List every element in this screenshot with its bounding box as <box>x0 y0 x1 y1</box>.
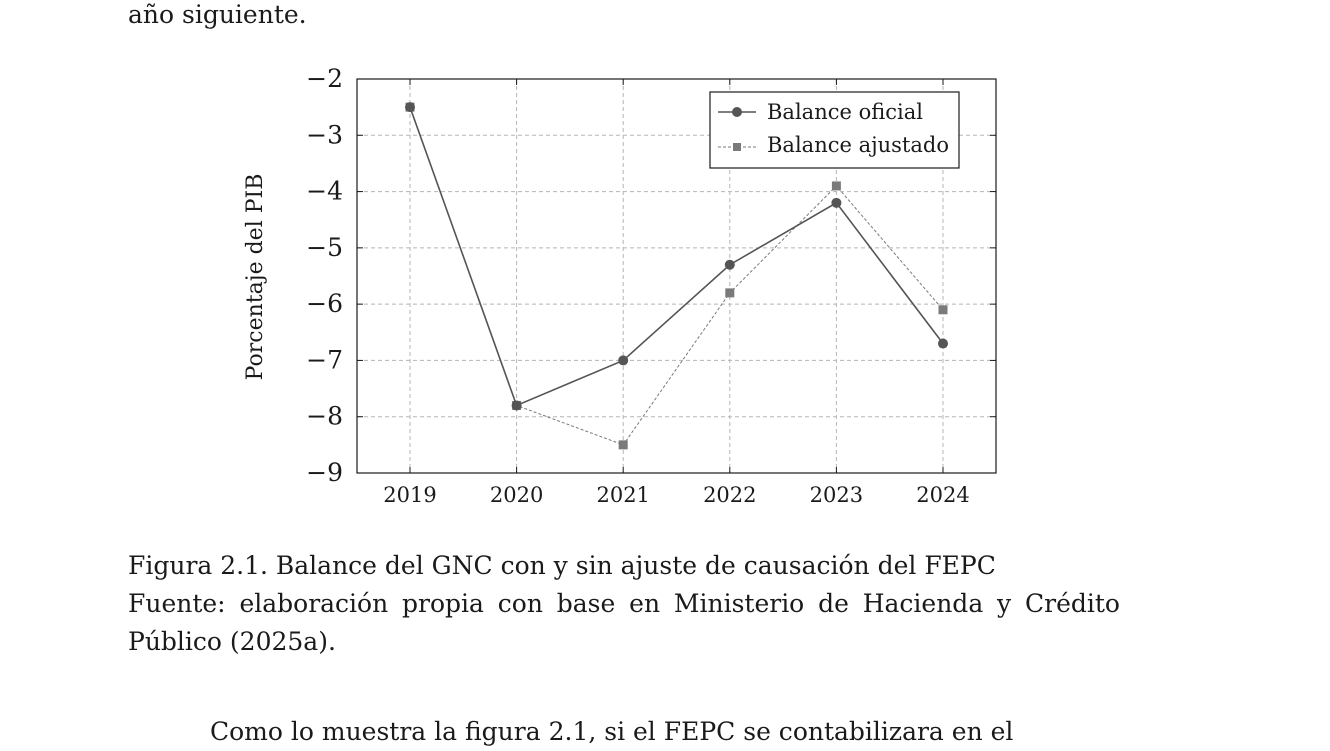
chart-legend: Balance oficial Balance ajustado <box>709 91 960 169</box>
caption-title: Figura 2.1. Balance del GNC con y sin aj… <box>128 551 996 580</box>
data-point-official <box>831 197 842 208</box>
legend-box <box>709 91 960 169</box>
legend-label-official: Balance oficial <box>767 100 923 124</box>
data-point-adjusted <box>938 305 948 315</box>
body-text-fragment-top: año siguiente. <box>128 0 307 29</box>
y-axis-label: Porcentaje del PIB <box>243 174 268 381</box>
legend-marker-adjusted <box>733 143 741 151</box>
caption-source-line2: Público (2025a). <box>128 627 336 656</box>
legend-label-adjusted: Balance ajustado <box>767 133 949 157</box>
x-tick-label: 2024 <box>916 483 969 507</box>
x-tick-label: 2020 <box>490 483 543 507</box>
y-tick-label: −7 <box>306 345 343 374</box>
y-tick-label: −6 <box>306 289 343 318</box>
data-point-official <box>405 102 415 113</box>
data-point-official <box>724 259 735 270</box>
axis-ticks: −2 −3 −4 −5 −6 −7 −8 −9 2019 2020 2021 2022 2023 2024 <box>306 64 996 507</box>
plot-frame <box>356 78 997 474</box>
data-point-official <box>618 355 629 366</box>
data-point-official <box>938 338 948 349</box>
body-text-fragment-bottom: Como lo muestra la figura 2.1, si el FEP… <box>210 717 1014 746</box>
figure-caption: Figura 2.1. Balance del GNC con y sin aj… <box>128 547 1120 661</box>
chart-series <box>405 102 948 450</box>
y-tick-label: −2 <box>306 64 343 93</box>
y-tick-label: −5 <box>306 233 343 262</box>
data-point-adjusted <box>725 288 735 298</box>
caption-source-line1: Fuente: elaboración propia con base en M… <box>128 589 1120 618</box>
x-tick-label: 2022 <box>703 483 756 507</box>
data-point-official <box>511 400 522 411</box>
x-tick-label: 2023 <box>810 483 863 507</box>
data-point-adjusted <box>618 440 628 450</box>
x-tick-label: 2019 <box>383 483 436 507</box>
y-tick-label: −3 <box>306 120 343 149</box>
y-tick-label: −9 <box>306 458 343 487</box>
line-chart: −2 −3 −4 −5 −6 −7 −8 −9 2019 2020 2021 2022 2023 2024… <box>243 64 997 507</box>
legend-marker-official <box>732 107 742 117</box>
y-tick-label: −4 <box>306 177 343 206</box>
y-tick-label: −8 <box>306 402 343 431</box>
data-point-adjusted <box>831 181 841 191</box>
series-line-official <box>409 106 944 407</box>
x-tick-label: 2021 <box>596 483 649 507</box>
